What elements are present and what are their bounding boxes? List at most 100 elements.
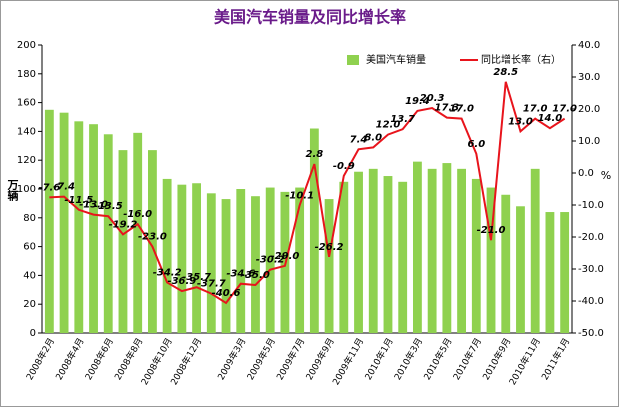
bar bbox=[471, 178, 481, 333]
x-tick-label: 2008年8月 bbox=[112, 336, 146, 382]
bar bbox=[560, 212, 570, 333]
x-tick-label: 2010年5月 bbox=[421, 336, 455, 382]
bar bbox=[309, 128, 319, 333]
x-tick-label: 2008年4月 bbox=[53, 336, 87, 382]
data-label: 17.0 bbox=[449, 104, 474, 115]
x-tick-label: 2009年5月 bbox=[244, 336, 278, 382]
data-label: 19.4 bbox=[405, 96, 430, 107]
bar bbox=[89, 124, 98, 333]
line bbox=[49, 81, 566, 305]
bar bbox=[148, 150, 157, 333]
bar bbox=[192, 183, 201, 333]
bar bbox=[74, 121, 84, 333]
bar bbox=[162, 178, 172, 333]
data-label: -0.9 bbox=[333, 161, 355, 172]
x-tick-label: 2010年1月 bbox=[362, 336, 396, 382]
data-label: -7.6 bbox=[38, 182, 60, 193]
data-label: -13.5 bbox=[94, 201, 123, 212]
data-label: 14.0 bbox=[538, 113, 563, 124]
y2-tick-label: 30.0 bbox=[578, 72, 600, 83]
y2-tick-label: -10.0 bbox=[578, 200, 604, 211]
data-label: 17.3 bbox=[435, 103, 460, 114]
data-label: 13.7 bbox=[390, 114, 415, 125]
data-label: 28.5 bbox=[493, 67, 518, 78]
y2-tick-label: -20.0 bbox=[578, 232, 604, 243]
x-tick-label: 2011年1月 bbox=[539, 336, 573, 382]
bar bbox=[501, 194, 511, 333]
x-tick-label: 2008年2月 bbox=[23, 336, 57, 382]
x-tick-label: 2009年9月 bbox=[303, 336, 337, 382]
y2-tick-label: -50.0 bbox=[578, 328, 604, 339]
data-label: -23.0 bbox=[138, 232, 167, 243]
legend-swatch bbox=[347, 55, 359, 65]
y-tick-label: 40 bbox=[23, 270, 36, 281]
y-tick-label: 20 bbox=[23, 299, 36, 310]
data-label: 13.0 bbox=[508, 116, 533, 127]
y2-tick-label: -40.0 bbox=[578, 296, 604, 307]
bar bbox=[457, 168, 466, 333]
y-tick-label: 140 bbox=[17, 126, 36, 137]
data-label: -36.9 bbox=[167, 276, 196, 287]
bar bbox=[339, 181, 349, 333]
data-label: -35.7 bbox=[182, 272, 211, 283]
bar bbox=[516, 206, 525, 333]
bar bbox=[177, 184, 187, 333]
data-label: -34.6 bbox=[226, 269, 255, 280]
data-label: -26.2 bbox=[315, 242, 344, 253]
bar bbox=[545, 212, 555, 333]
legend-label: 美国汽车销量 bbox=[366, 53, 426, 66]
bar bbox=[221, 199, 231, 333]
y2-tick-label: 40.0 bbox=[578, 40, 600, 51]
x-tick-label: 2008年6月 bbox=[82, 336, 116, 382]
y-axis-label: 万辆 bbox=[6, 179, 20, 202]
y-tick-label: 200 bbox=[17, 40, 36, 51]
bar bbox=[265, 187, 275, 333]
data-label: -10.1 bbox=[285, 190, 314, 201]
bar bbox=[118, 150, 128, 333]
data-label: 12.0 bbox=[376, 120, 401, 131]
legend-label: 同比增长率（右） bbox=[481, 53, 561, 66]
data-label: -35.0 bbox=[241, 270, 270, 281]
data-label: -30.2 bbox=[256, 255, 285, 266]
bar bbox=[59, 112, 69, 334]
x-tick-label: 2010年3月 bbox=[391, 336, 425, 382]
bar bbox=[413, 161, 422, 333]
data-label: 2.8 bbox=[306, 149, 324, 160]
y-tick-label: 100 bbox=[17, 184, 36, 195]
x-tick-label: 2010年7月 bbox=[450, 336, 484, 382]
bar bbox=[442, 163, 452, 333]
data-label: 17.0 bbox=[552, 104, 577, 115]
y2-tick-label: 10.0 bbox=[578, 136, 600, 147]
y-tick-label: 60 bbox=[23, 242, 36, 253]
bar bbox=[398, 181, 408, 333]
y2-axis-label: % bbox=[601, 169, 611, 182]
bar bbox=[133, 132, 143, 333]
chart-title: 美国汽车销量及同比增长率 bbox=[214, 8, 406, 27]
y-tick-label: 120 bbox=[17, 155, 36, 166]
y-tick-label: 180 bbox=[17, 69, 36, 80]
data-label: -40.6 bbox=[212, 288, 241, 299]
bar bbox=[295, 187, 305, 333]
bar bbox=[368, 168, 378, 333]
bar bbox=[530, 168, 540, 333]
bar bbox=[44, 109, 54, 333]
bar bbox=[383, 176, 393, 333]
data-label: -34.2 bbox=[153, 267, 182, 278]
bar bbox=[324, 199, 334, 333]
data-label: -21.0 bbox=[477, 225, 506, 236]
bar bbox=[206, 193, 216, 333]
x-tick-label: 2009年3月 bbox=[215, 336, 249, 382]
y2-tick-label: 0.0 bbox=[578, 168, 594, 179]
bar bbox=[354, 171, 363, 333]
y-tick-label: 0 bbox=[30, 328, 36, 339]
bar bbox=[486, 187, 496, 333]
data-label: -7.4 bbox=[53, 182, 75, 193]
bar bbox=[251, 196, 260, 333]
y-tick-label: 160 bbox=[17, 98, 36, 109]
data-label: 17.0 bbox=[523, 104, 548, 115]
data-label: -19.2 bbox=[109, 219, 138, 230]
data-label: 20.3 bbox=[420, 93, 445, 104]
bar bbox=[236, 189, 246, 333]
bar bbox=[427, 168, 437, 333]
data-label: 7.4 bbox=[350, 134, 368, 145]
